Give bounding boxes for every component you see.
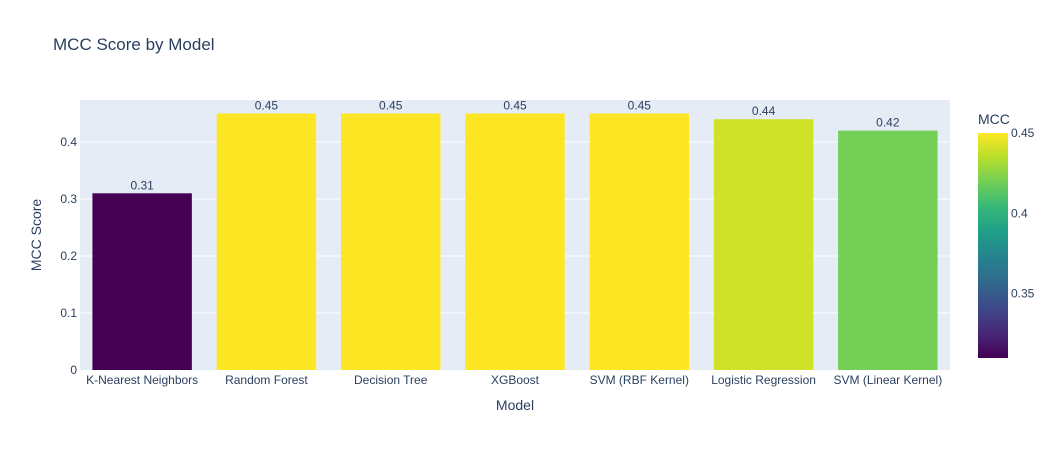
- x-axis-title: Model: [496, 397, 534, 413]
- x-tick-label: Logistic Regression: [711, 373, 816, 387]
- y-tick-label: 0: [70, 363, 77, 377]
- x-tick-label: Random Forest: [225, 373, 308, 387]
- bar[interactable]: [713, 119, 814, 370]
- x-tick-label: XGBoost: [491, 373, 540, 387]
- y-axis-ticks: 0 0.1 0.2 0.3 0.4: [60, 135, 77, 377]
- colorbar-tick-label: 0.45: [1011, 126, 1035, 140]
- bar-data-label: 0.44: [752, 104, 776, 118]
- colorbar-title: MCC: [978, 111, 1010, 127]
- bar-labels: 0.31 0.45 0.45 0.45 0.45 0.44 0.42: [130, 99, 899, 193]
- bar[interactable]: [589, 113, 689, 371]
- y-tick-label: 0.2: [60, 249, 77, 263]
- x-tick-label: SVM (Linear Kernel): [833, 373, 942, 387]
- bar[interactable]: [465, 113, 565, 371]
- bar[interactable]: [341, 113, 441, 371]
- colorbar-tick-label: 0.4: [1011, 206, 1028, 220]
- bar[interactable]: [216, 113, 317, 371]
- bar-data-label: 0.45: [503, 99, 527, 113]
- x-axis-ticks: K-Nearest Neighbors Random Forest Decision…: [86, 373, 942, 387]
- bar[interactable]: [838, 130, 938, 370]
- colorbar-ticks: 0.35 0.4 0.45: [1011, 126, 1035, 301]
- y-axis-title: MCC Score: [28, 199, 44, 272]
- bars: [92, 113, 938, 371]
- bar-data-label: 0.42: [876, 116, 900, 130]
- y-tick-label: 0.3: [60, 192, 77, 206]
- y-tick-label: 0.4: [60, 135, 77, 149]
- x-tick-label: SVM (RBF Kernel): [590, 373, 689, 387]
- colorbar-tick-label: 0.35: [1011, 287, 1035, 301]
- bar[interactable]: [92, 193, 192, 370]
- x-tick-label: Decision Tree: [354, 373, 428, 387]
- bar-data-label: 0.31: [130, 178, 154, 192]
- chart-title: MCC Score by Model: [53, 35, 215, 54]
- y-tick-label: 0.1: [60, 306, 77, 320]
- bar-data-label: 0.45: [255, 99, 279, 113]
- bar-data-label: 0.45: [628, 99, 652, 113]
- x-tick-label: K-Nearest Neighbors: [86, 373, 198, 387]
- colorbar: [978, 133, 1008, 358]
- bar-data-label: 0.45: [379, 99, 403, 113]
